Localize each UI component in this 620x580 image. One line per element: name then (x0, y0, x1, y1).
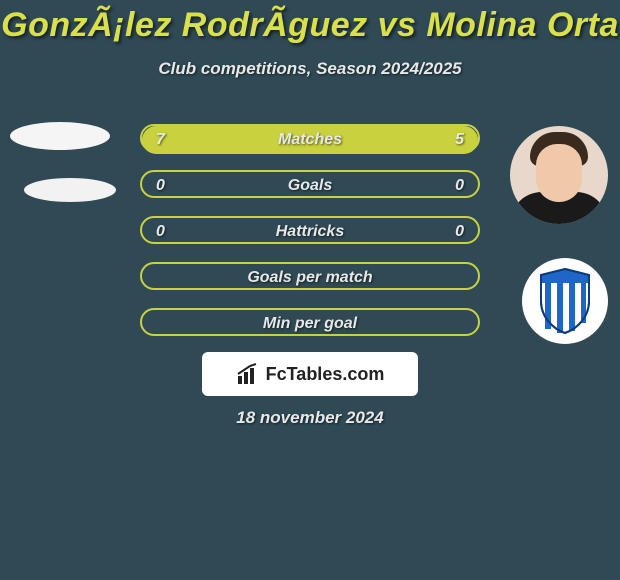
stat-label: Goals per match (142, 264, 478, 292)
stat-value-right: 0 (455, 218, 464, 246)
stat-value-right: 0 (455, 172, 464, 200)
page-subtitle: Club competitions, Season 2024/2025 (0, 59, 620, 79)
stat-value-right: 5 (455, 126, 464, 154)
player-right-photo (510, 126, 608, 224)
stat-value-left: 0 (156, 218, 165, 246)
stat-value-left: 0 (156, 172, 165, 200)
club-right-crest (522, 258, 608, 344)
page-title: GonzÃ¡lez RodrÃ­guez vs Molina Orta (0, 0, 620, 45)
stat-label: Matches (142, 126, 478, 154)
stat-row: Hattricks0 0 (140, 216, 480, 244)
stat-label: Goals (142, 172, 478, 200)
brand-badge[interactable]: FcTables.com (202, 352, 418, 396)
bar-chart-icon (236, 362, 260, 386)
date-label: 18 november 2024 (0, 408, 620, 428)
player-right-face (536, 144, 582, 202)
stats-list: Matches75Goals00Hattricks00Goals per mat… (140, 124, 480, 354)
player-left-photo (10, 122, 110, 150)
stat-row: Min per goal (140, 308, 480, 336)
stat-label: Hattricks (142, 218, 478, 246)
shield-icon (537, 267, 593, 335)
stat-label: Min per goal (142, 310, 478, 338)
comparison-card: GonzÃ¡lez RodrÃ­guez vs Molina Orta Club… (0, 0, 620, 580)
club-left-crest (24, 178, 116, 202)
stat-row: Goals per match (140, 262, 480, 290)
brand-label: FcTables.com (266, 364, 385, 385)
stat-value-left: 7 (156, 126, 165, 154)
stat-row: Matches7 5 (140, 124, 480, 152)
stat-row: Goals0 0 (140, 170, 480, 198)
